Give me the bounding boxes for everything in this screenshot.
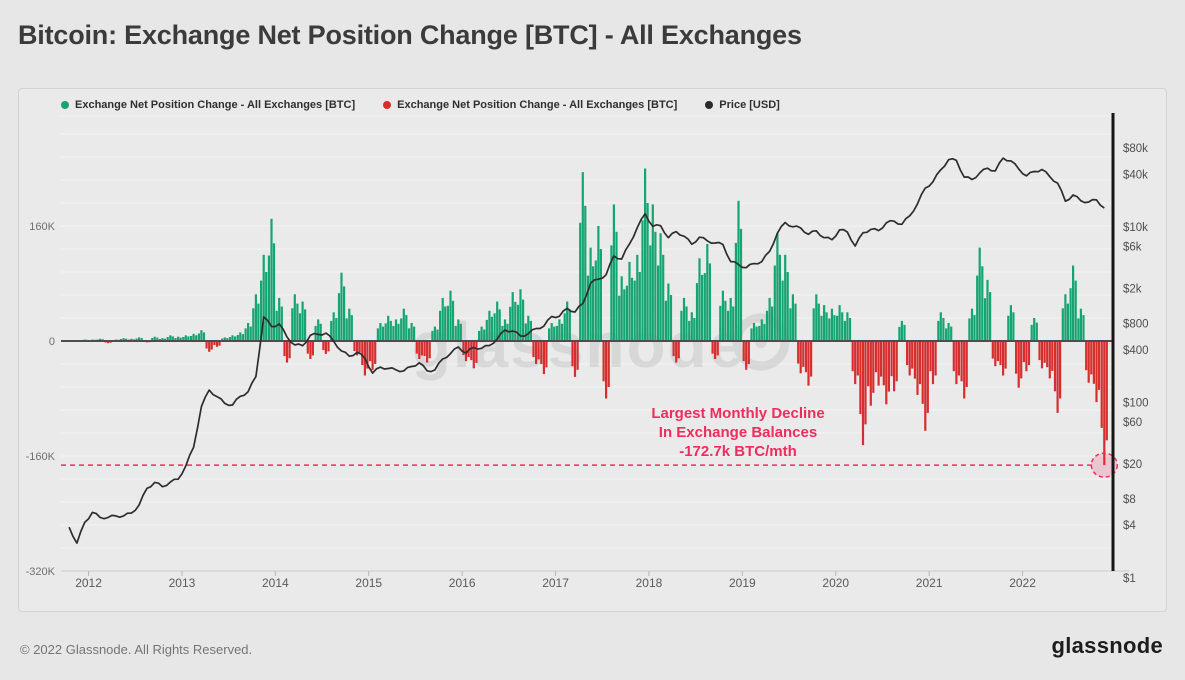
legend-item-net-change-negative[interactable]: Exchange Net Position Change - All Excha… [383, 99, 677, 111]
svg-text:-160K: -160K [26, 451, 56, 463]
svg-text:2018: 2018 [636, 576, 663, 590]
svg-text:$40k: $40k [1123, 169, 1148, 181]
footer-copyright: © 2022 Glassnode. All Rights Reserved. [20, 642, 253, 657]
chart-panel: Exchange Net Position Change - All Excha… [18, 88, 1167, 612]
price-line [68, 157, 1105, 544]
svg-text:$400: $400 [1123, 345, 1149, 357]
right-axis-labels: $80k $40k $10k $6k $2k $800 $400 $100 $60 $20 $8 $4… [1123, 143, 1149, 585]
legend-label: Price [USD] [719, 99, 780, 111]
legend-item-net-change-positive[interactable]: Exchange Net Position Change - All Excha… [61, 99, 355, 111]
svg-text:$100: $100 [1123, 398, 1149, 410]
svg-text:2017: 2017 [542, 576, 569, 590]
gridlines [61, 115, 1113, 572]
svg-text:160K: 160K [29, 221, 55, 233]
svg-text:$8: $8 [1123, 494, 1136, 506]
svg-text:$2k: $2k [1123, 283, 1142, 295]
net-change-bars [65, 168, 1108, 466]
svg-text:$60: $60 [1123, 417, 1142, 429]
svg-text:0: 0 [49, 336, 55, 348]
svg-text:2021: 2021 [916, 576, 943, 590]
chart-plot-area[interactable]: glassnode160K0-160K-320K$80k$40k$10k$6k$… [19, 89, 1166, 611]
svg-text:2019: 2019 [729, 576, 756, 590]
svg-text:2020: 2020 [822, 576, 849, 590]
svg-text:$10k: $10k [1123, 222, 1148, 234]
svg-text:$80k: $80k [1123, 143, 1148, 155]
svg-text:2022: 2022 [1009, 576, 1036, 590]
svg-text:$4: $4 [1123, 520, 1136, 532]
svg-text:2015: 2015 [355, 576, 382, 590]
x-axis-labels: 2012 2013 2014 2015 2016 2017 2018 2019 2020 2021… [75, 571, 1036, 590]
svg-text:$1: $1 [1123, 573, 1136, 585]
chart-legend: Exchange Net Position Change - All Excha… [61, 95, 780, 115]
red-dot-icon [383, 101, 392, 109]
svg-text:2013: 2013 [169, 576, 196, 590]
legend-label: Exchange Net Position Change - All Excha… [75, 99, 356, 111]
highlight-ellipse [1090, 452, 1119, 478]
glassnode-logo: glassnode [1051, 633, 1163, 658]
page-title: Bitcoin: Exchange Net Position Change [B… [18, 20, 802, 50]
legend-label: Exchange Net Position Change - All Excha… [397, 99, 678, 111]
svg-text:$6k: $6k [1123, 242, 1142, 254]
black-dot-icon [705, 101, 714, 109]
svg-text:2014: 2014 [262, 576, 289, 590]
svg-text:-320K: -320K [26, 566, 56, 578]
left-axis-labels: 160K 0 -160K -320K [26, 221, 56, 578]
svg-text:$800: $800 [1123, 318, 1149, 330]
legend-item-price[interactable]: Price [USD] [705, 99, 780, 111]
axes [61, 113, 1129, 572]
svg-text:2016: 2016 [449, 576, 476, 590]
green-dot-icon [61, 101, 69, 109]
svg-text:$20: $20 [1123, 459, 1142, 471]
svg-text:2012: 2012 [75, 576, 102, 590]
